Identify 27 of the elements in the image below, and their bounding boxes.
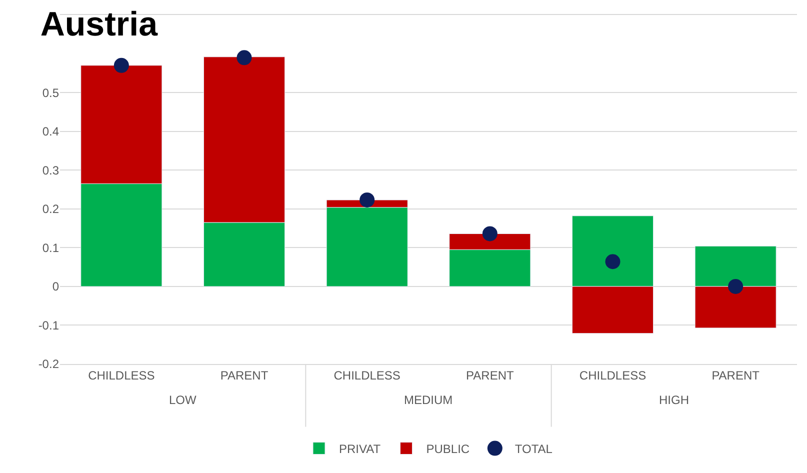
x-tick-label: PARENT [712,368,760,382]
point [605,254,620,270]
text: MEDIUM [404,393,453,407]
y-tick-label: -0.1 [38,318,60,332]
x-tick-label: PARENT [220,368,269,382]
y-tick-label: 0.3 [42,163,60,178]
x-tick-label: CHILDLESS [88,368,155,382]
point [482,226,498,242]
point [114,58,129,73]
point [236,50,252,66]
point [360,192,375,208]
legend-label: PRIVAT [339,442,382,456]
legend-label: TOTAL [514,442,553,456]
y-tick-label: -0.2 [38,357,60,372]
text: HIGH [659,393,689,407]
x-tick-label: CHILDLESS [579,368,646,382]
point [728,278,744,294]
legend-label: PUBLIC [426,442,470,456]
y-tick-label: 0.2 [42,202,60,216]
y-tick-label: 0.5 [42,86,60,100]
y-tick-label: 0.1 [42,240,60,255]
x-tick-label: CHILDLESS [334,368,400,382]
x-tick-label: PARENT [466,368,514,382]
y-tick-label: 0.4 [42,124,60,139]
text: LOW [169,393,198,407]
chart-title: Austria [40,6,159,44]
y-tick-label: 0 [52,280,60,294]
